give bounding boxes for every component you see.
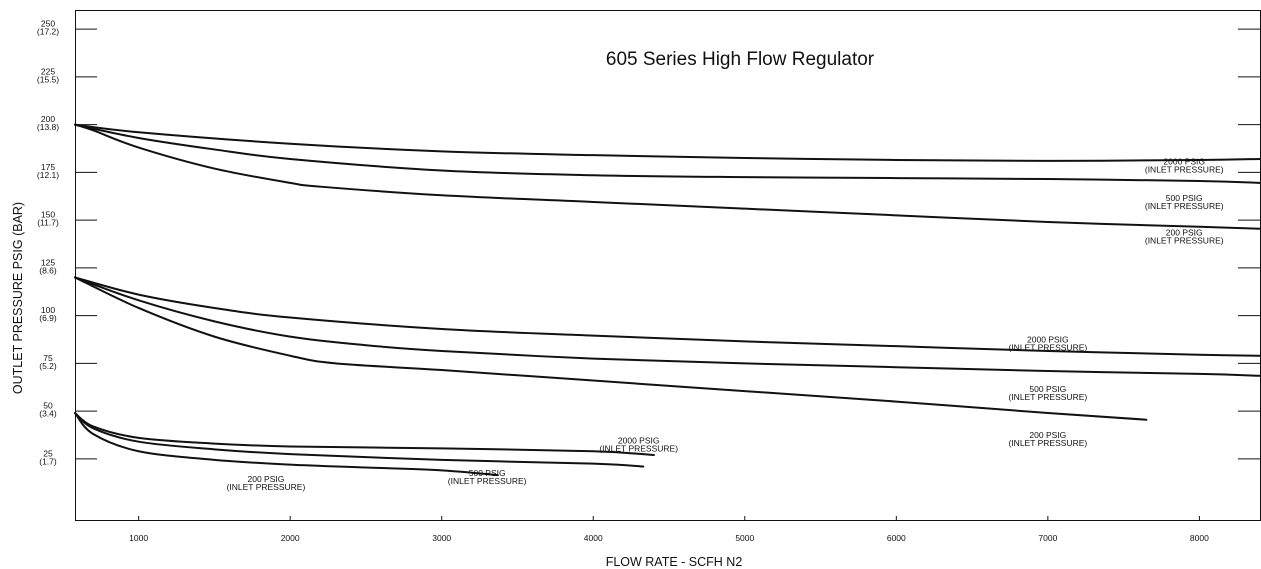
y-tick-label-bar: (6.9)	[39, 313, 57, 323]
y-tick-label-psig: 225	[41, 66, 55, 76]
y-tick-label-psig: 100	[41, 305, 55, 315]
y-tick-label-psig: 25	[43, 448, 53, 458]
x-tick-label: 8000	[1190, 533, 1209, 543]
curve-setpoint-200-inlet-200-psig	[74, 123, 1261, 230]
curve-label-inlet: (INLET PRESSURE)	[227, 482, 306, 492]
y-tick-label-bar: (5.2)	[39, 361, 57, 371]
curve-setpoint-49-inlet-200-psig	[74, 412, 499, 477]
y-tick-label-psig: 250	[41, 19, 55, 29]
curve-label-pressure: 200 PSIG	[1166, 227, 1203, 237]
y-tick-label-bar: (17.2)	[37, 27, 59, 37]
y-tick-label-bar: (8.6)	[39, 265, 57, 275]
y-tick-label-bar: (13.8)	[37, 122, 59, 132]
curve-label-inlet: (INLET PRESSURE)	[1008, 392, 1087, 402]
curve-label-pressure: 500 PSIG	[1029, 384, 1066, 394]
curve-setpoint-200-inlet-2000-psig	[74, 123, 1261, 162]
curve-label-inlet: (INLET PRESSURE)	[448, 476, 527, 486]
curve-label-pressure: 500 PSIG	[1166, 193, 1203, 203]
curve-setpoint-120-inlet-200-psig	[74, 276, 1148, 421]
curve-label-pressure: 2000 PSIG	[618, 436, 660, 446]
y-tick-label-psig: 150	[41, 210, 55, 220]
curves-layer	[74, 123, 1261, 477]
curve-setpoint-49-inlet-500-psig	[74, 412, 645, 468]
y-tick-label-bar: (1.7)	[39, 456, 57, 466]
curve-label-inlet: (INLET PRESSURE)	[1008, 342, 1087, 352]
x-tick-label: 4000	[584, 533, 603, 543]
curve-label-pressure: 500 PSIG	[469, 468, 506, 478]
x-tick-label: 5000	[735, 533, 754, 543]
x-tick-label: 6000	[887, 533, 906, 543]
x-tick-label: 3000	[432, 533, 451, 543]
curve-setpoint-120-inlet-500-psig	[74, 276, 1261, 377]
y-tick-label-psig: 200	[41, 114, 55, 124]
y-tick-label-psig: 125	[41, 257, 55, 267]
y-tick-label-psig: 50	[43, 401, 53, 411]
y-axis-label: OUTLET PRESSURE PSIG (BAR)	[11, 202, 25, 394]
y-axis-ticks: 250(17.2)225(15.5)200(13.8)175(12.1)150(…	[37, 19, 1260, 466]
y-tick-label-bar: (3.4)	[39, 409, 57, 419]
curve-label-pressure: 2000 PSIG	[1163, 157, 1205, 167]
chart-title: 605 Series High Flow Regulator	[606, 49, 875, 70]
curve-label-inlet: (INLET PRESSURE)	[599, 444, 678, 454]
x-axis-ticks: 1000 2000 3000 4000 5000 6000 7000 8000	[129, 516, 1209, 543]
curve-labels-layer: 2000 PSIG(INLET PRESSURE)500 PSIG(INLET …	[227, 157, 1224, 492]
curve-setpoint-120-inlet-2000-psig	[74, 276, 1261, 357]
x-tick-label: 1000	[129, 533, 148, 543]
y-tick-label-bar: (15.5)	[37, 74, 59, 84]
x-tick-label: 2000	[281, 533, 300, 543]
curve-label-inlet: (INLET PRESSURE)	[1145, 165, 1224, 175]
x-axis-label: FLOW RATE - SCFH N2	[606, 555, 743, 569]
curve-label-pressure: 2000 PSIG	[1027, 334, 1069, 344]
y-tick-label-psig: 175	[41, 162, 55, 172]
curve-setpoint-200-inlet-500-psig	[74, 123, 1261, 184]
curve-label-inlet: (INLET PRESSURE)	[1145, 235, 1224, 245]
curve-setpoint-49-inlet-2000-psig	[74, 412, 655, 457]
y-tick-label-psig: 75	[43, 353, 53, 363]
curve-label-inlet: (INLET PRESSURE)	[1145, 201, 1224, 211]
x-tick-label: 7000	[1038, 533, 1057, 543]
y-tick-label-bar: (12.1)	[37, 170, 59, 180]
curve-label-pressure: 200 PSIG	[248, 474, 285, 484]
y-tick-label-bar: (11.7)	[37, 218, 59, 228]
curve-label-pressure: 200 PSIG	[1029, 430, 1066, 440]
curve-label-inlet: (INLET PRESSURE)	[1008, 438, 1087, 448]
